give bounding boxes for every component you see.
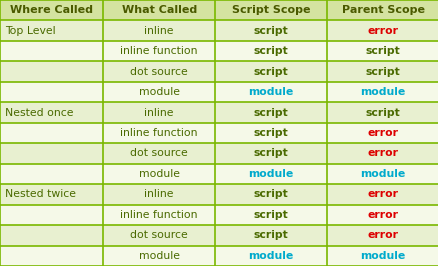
Text: What Called: What Called <box>121 5 196 15</box>
Bar <box>103 205 215 225</box>
Text: inline: inline <box>144 107 173 118</box>
Bar <box>326 184 438 205</box>
Bar <box>103 61 215 82</box>
Bar <box>103 20 215 41</box>
Text: inline function: inline function <box>120 46 198 56</box>
Text: script: script <box>253 128 288 138</box>
Text: Parent Scope: Parent Scope <box>341 5 424 15</box>
Text: module: module <box>360 87 405 97</box>
Bar <box>0 82 103 102</box>
Text: error: error <box>367 189 398 200</box>
Text: Nested once: Nested once <box>5 107 74 118</box>
Bar <box>326 164 438 184</box>
Bar <box>326 61 438 82</box>
Text: inline function: inline function <box>120 128 198 138</box>
Bar <box>103 123 215 143</box>
Bar <box>326 102 438 123</box>
Text: dot source: dot source <box>130 230 187 240</box>
Bar <box>103 184 215 205</box>
Bar <box>215 164 326 184</box>
Text: Script Scope: Script Scope <box>231 5 310 15</box>
Text: script: script <box>253 230 288 240</box>
Bar <box>103 143 215 164</box>
Bar <box>326 82 438 102</box>
Text: script: script <box>365 66 399 77</box>
Bar <box>326 123 438 143</box>
Text: dot source: dot source <box>130 148 187 159</box>
Text: script: script <box>253 66 288 77</box>
Bar <box>0 123 103 143</box>
Bar <box>103 0 215 20</box>
Bar <box>0 184 103 205</box>
Text: script: script <box>253 107 288 118</box>
Bar <box>0 20 103 41</box>
Text: script: script <box>253 26 288 36</box>
Bar <box>0 225 103 246</box>
Bar <box>326 41 438 61</box>
Bar <box>215 184 326 205</box>
Bar <box>215 143 326 164</box>
Bar <box>103 246 215 266</box>
Bar <box>215 205 326 225</box>
Text: script: script <box>253 210 288 220</box>
Text: Where Called: Where Called <box>10 5 93 15</box>
Bar <box>103 102 215 123</box>
Text: dot source: dot source <box>130 66 187 77</box>
Text: Nested twice: Nested twice <box>5 189 76 200</box>
Text: Top Level: Top Level <box>5 26 56 36</box>
Text: inline function: inline function <box>120 210 198 220</box>
Bar <box>215 123 326 143</box>
Text: error: error <box>367 210 398 220</box>
Text: module: module <box>138 251 179 261</box>
Text: module: module <box>248 87 293 97</box>
Text: inline: inline <box>144 26 173 36</box>
Text: error: error <box>367 26 398 36</box>
Text: module: module <box>248 251 293 261</box>
Bar <box>326 20 438 41</box>
Text: error: error <box>367 230 398 240</box>
Bar <box>0 246 103 266</box>
Bar <box>0 164 103 184</box>
Bar <box>0 0 103 20</box>
Bar <box>103 41 215 61</box>
Text: script: script <box>365 107 399 118</box>
Text: script: script <box>253 148 288 159</box>
Bar <box>326 205 438 225</box>
Text: error: error <box>367 128 398 138</box>
Bar <box>215 102 326 123</box>
Bar <box>215 0 326 20</box>
Bar <box>103 225 215 246</box>
Text: script: script <box>365 46 399 56</box>
Bar <box>215 82 326 102</box>
Bar <box>326 0 438 20</box>
Bar <box>0 102 103 123</box>
Bar <box>215 225 326 246</box>
Text: script: script <box>253 189 288 200</box>
Bar <box>326 225 438 246</box>
Bar <box>0 205 103 225</box>
Bar <box>103 164 215 184</box>
Text: script: script <box>253 46 288 56</box>
Bar <box>103 82 215 102</box>
Text: module: module <box>138 87 179 97</box>
Text: module: module <box>360 251 405 261</box>
Text: error: error <box>367 148 398 159</box>
Bar <box>0 143 103 164</box>
Bar <box>215 20 326 41</box>
Bar <box>0 61 103 82</box>
Bar <box>0 41 103 61</box>
Bar <box>326 143 438 164</box>
Bar <box>215 41 326 61</box>
Text: module: module <box>138 169 179 179</box>
Bar <box>326 246 438 266</box>
Text: module: module <box>248 169 293 179</box>
Text: inline: inline <box>144 189 173 200</box>
Bar <box>215 61 326 82</box>
Bar <box>215 246 326 266</box>
Text: module: module <box>360 169 405 179</box>
